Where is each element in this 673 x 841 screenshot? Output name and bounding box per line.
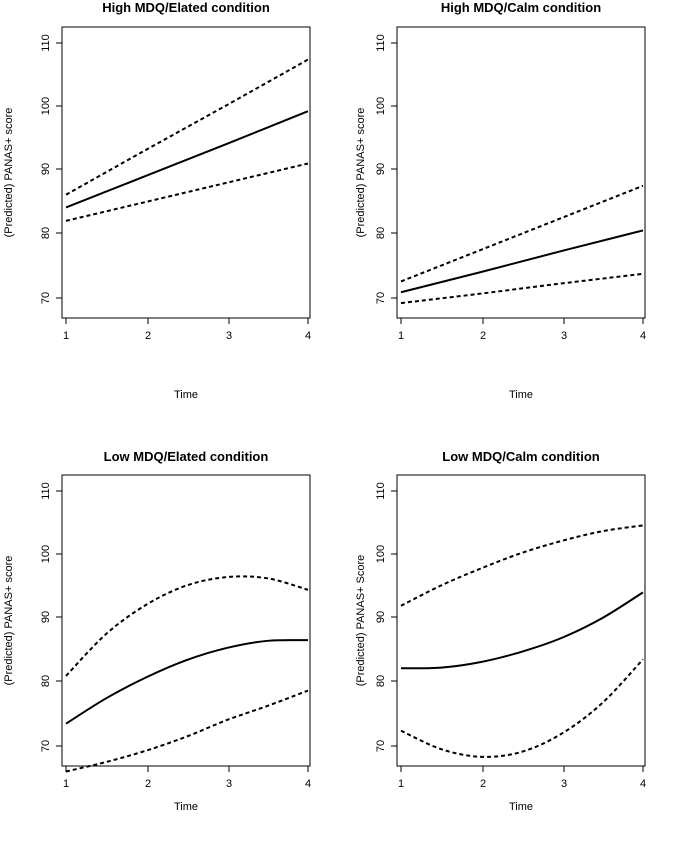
x-tick-label: 1: [63, 778, 69, 790]
y-tick-label: 80: [375, 227, 387, 239]
chart-panel-2: High MDQ/Calm condition 1 2 3 4 70 80 90 100 110 T…: [355, 0, 646, 401]
y-tick-label: 90: [375, 163, 387, 175]
chart-panel-4: Low MDQ/Calm condition 1 2 3 4 70 80 90 100 110 Ti…: [355, 449, 646, 813]
y-tick-label: 70: [40, 740, 52, 752]
y-tick-label: 90: [375, 611, 387, 623]
predicted-line: [400, 591, 644, 670]
predicted-line: [65, 110, 309, 209]
y-tick-label: 70: [375, 292, 387, 304]
y-axis-label: (Predicted) PANAS+ score: [3, 108, 15, 238]
x-tick-label: 3: [561, 778, 567, 790]
plot-frame: [396, 26, 646, 319]
y-tick-label: 110: [40, 34, 52, 52]
x-tick-label: 2: [480, 778, 486, 790]
y-axis-label: (Predicted) PANAS+ score: [3, 556, 15, 686]
x-tick-label: 2: [145, 778, 151, 790]
x-tick-label: 1: [398, 330, 404, 342]
y-tick-label: 100: [40, 545, 52, 563]
x-tick-label: 2: [480, 330, 486, 342]
y-axis-label: (Predicted) PANAS+ score: [355, 108, 367, 238]
lower-bound-line: [400, 658, 644, 758]
plot-frame: [61, 26, 311, 319]
upper-bound-line: [65, 575, 309, 677]
chart-title: Low MDQ/Calm condition: [442, 449, 599, 464]
y-tick-label: 110: [40, 482, 52, 500]
lower-bound-line: [65, 689, 309, 773]
x-axis-label: Time: [509, 389, 533, 401]
y-tick-label: 100: [40, 97, 52, 115]
plot-frame: [61, 474, 311, 767]
x-axis-label: Time: [174, 801, 198, 813]
y-tick-label: 90: [40, 611, 52, 623]
y-tick-label: 90: [40, 163, 52, 175]
x-axis-label: Time: [174, 389, 198, 401]
chart-title: High MDQ/Calm condition: [441, 0, 601, 15]
x-tick-label: 4: [640, 330, 646, 342]
x-tick-label: 3: [561, 330, 567, 342]
y-tick-label: 70: [40, 292, 52, 304]
upper-bound-line: [400, 184, 644, 283]
chart-title: Low MDQ/Elated condition: [104, 449, 269, 464]
x-tick-label: 1: [398, 778, 404, 790]
y-tick-label: 110: [375, 34, 387, 52]
y-tick-label: 80: [375, 675, 387, 687]
x-axis-label: Time: [509, 801, 533, 813]
y-axis-label: (Predicted) PANAS+ Score: [355, 555, 367, 687]
lower-bound-line: [400, 272, 644, 305]
y-tick-label: 70: [375, 740, 387, 752]
x-tick-label: 4: [305, 330, 311, 342]
x-tick-label: 3: [226, 778, 232, 790]
x-tick-label: 4: [640, 778, 646, 790]
upper-bound-line: [65, 58, 309, 196]
y-tick-label: 110: [375, 482, 387, 500]
chart-panel-1: High MDQ/Elated condition 1 2 3 4 70 80 90 100 11…: [3, 0, 311, 401]
chart-panel-3: Low MDQ/Elated condition 1 2 3 4 70 80 90 100 110…: [3, 449, 311, 813]
y-tick-label: 100: [375, 97, 387, 115]
plot-frame: [396, 474, 646, 767]
x-tick-label: 3: [226, 330, 232, 342]
predicted-line: [65, 639, 309, 725]
y-tick-label: 80: [40, 227, 52, 239]
x-tick-label: 2: [145, 330, 151, 342]
x-tick-label: 4: [305, 778, 311, 790]
predicted-line: [400, 229, 644, 294]
y-tick-label: 80: [40, 675, 52, 687]
chart-title: High MDQ/Elated condition: [102, 0, 270, 15]
y-tick-label: 100: [375, 545, 387, 563]
upper-bound-line: [400, 524, 644, 607]
x-tick-label: 1: [63, 330, 69, 342]
